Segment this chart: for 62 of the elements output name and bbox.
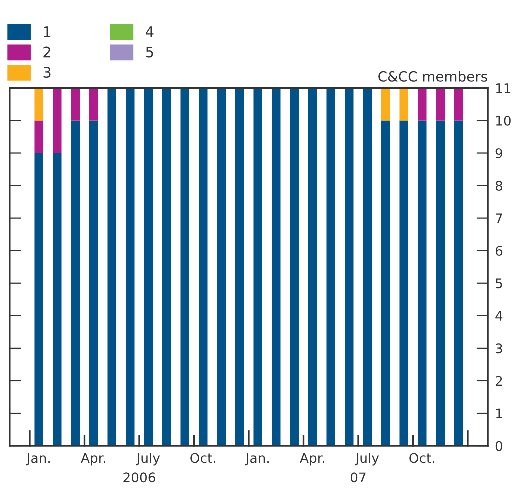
- bar: [308, 88, 318, 446]
- bar: [198, 88, 208, 446]
- bar: [381, 88, 390, 121]
- x-tick-label: Oct.: [410, 453, 434, 464]
- bar: [272, 88, 281, 446]
- bar: [34, 153, 44, 446]
- bar: [254, 88, 262, 446]
- bar: [144, 88, 153, 446]
- bar: [71, 120, 80, 446]
- bar: [217, 88, 226, 446]
- y-tick-label: 7: [496, 214, 502, 224]
- bar: [162, 88, 172, 446]
- bar: [108, 88, 116, 446]
- bar: [326, 88, 336, 446]
- bar: [381, 120, 390, 446]
- y-tick-label: 8: [496, 181, 503, 191]
- y-tick-label: 5: [496, 278, 502, 289]
- x-tick-label: Oct.: [190, 453, 216, 464]
- bar: [52, 88, 62, 154]
- y-tick-label: 9: [496, 148, 502, 158]
- legend-label: 5: [146, 46, 154, 58]
- x-tick-label: July: [355, 452, 380, 466]
- x-tick-label: Jan.: [245, 453, 269, 466]
- bar: [418, 88, 427, 121]
- bar: [418, 120, 427, 446]
- bar: [34, 88, 44, 121]
- bar: [400, 120, 408, 446]
- bar: [34, 120, 44, 154]
- bar: [180, 88, 190, 446]
- y-tick-label: 1: [496, 408, 502, 419]
- bar: [363, 88, 372, 446]
- y-axis-title: C&CC members: [378, 71, 488, 82]
- bar: [290, 88, 299, 446]
- y-tick-label: 4: [496, 311, 503, 321]
- bar: [436, 88, 445, 121]
- x-tick-label: Jan.: [26, 453, 50, 466]
- bar: [89, 88, 98, 121]
- y-tick-label: 10: [496, 116, 511, 126]
- x-tick-label: Apr.: [81, 453, 106, 466]
- bar: [344, 88, 354, 446]
- legend-label: 1: [44, 26, 51, 38]
- y-tick-label: 0: [496, 441, 503, 452]
- x-tick-label: July: [136, 452, 160, 466]
- legend-label: 2: [44, 46, 50, 58]
- bar: [52, 153, 62, 446]
- bar: [436, 120, 445, 446]
- y-tick-label: 6: [496, 246, 503, 256]
- legend-label: 4: [146, 26, 154, 38]
- bar: [454, 120, 464, 446]
- bar: [89, 120, 98, 446]
- bar: [235, 88, 244, 446]
- bar: [71, 88, 80, 121]
- bar: [454, 88, 464, 121]
- y-tick-label: 3: [496, 344, 502, 354]
- text: 07: [350, 472, 366, 483]
- bar: [126, 88, 135, 446]
- y-tick-label: 2: [496, 376, 502, 386]
- bar: [400, 88, 408, 121]
- text: 2006: [124, 472, 156, 483]
- x-tick-label: Apr.: [300, 453, 324, 466]
- legend-label: 3: [44, 67, 51, 78]
- y-tick-label: 11: [496, 84, 511, 94]
